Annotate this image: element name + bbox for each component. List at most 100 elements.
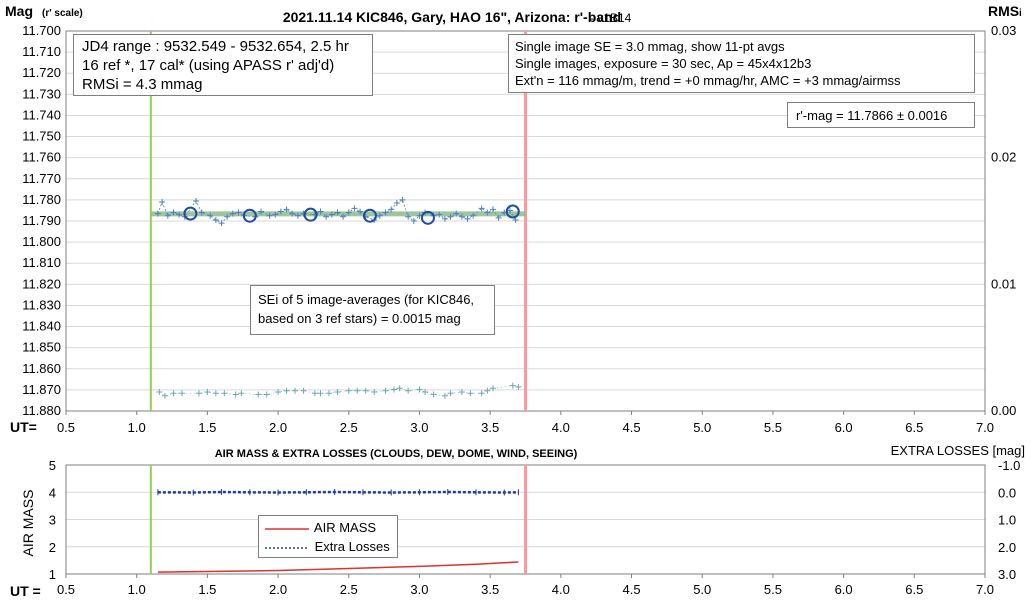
rms-point <box>334 389 341 395</box>
rms-point <box>515 383 522 390</box>
average-point <box>242 208 257 223</box>
x-tick-label: 0.5 <box>57 420 75 435</box>
y-axis-label-main: Mag <box>5 3 33 19</box>
rms-point <box>382 387 389 394</box>
airmass-x-tick-label: 3.0 <box>410 582 428 597</box>
airmass-x-tick-label: 4.5 <box>622 582 640 597</box>
rms-point <box>430 391 437 398</box>
rms-point <box>441 392 448 399</box>
single-image-point <box>458 213 465 220</box>
y2-tick-label: 0.01 <box>991 276 1016 291</box>
rms-point <box>509 382 516 389</box>
sei-box-line-1: SEi of 5 image-averages (for KIC846, <box>258 292 475 307</box>
single-image-point <box>405 213 412 220</box>
airmass-y-tick-label: 5 <box>49 458 56 473</box>
rms-point <box>447 390 454 397</box>
airmass-y2-axis-label: EXTRA LOSSES [mag] <box>891 443 1025 458</box>
y2-axis-label-main: RMS <box>988 3 1019 19</box>
rms-point <box>300 387 307 394</box>
airmass-x-tick-label: 7.0 <box>976 582 994 597</box>
rmag-box: r'-mag = 11.7866 ± 0.0016 <box>787 102 975 128</box>
info-box-line-3: RMSi = 4.3 mmag <box>82 76 203 93</box>
rms-point <box>325 390 332 397</box>
legend-airmass-label: AIR MASS <box>313 520 377 535</box>
single-image-point <box>283 206 290 213</box>
single-image-point <box>328 211 335 218</box>
y-tick-label: 11.880 <box>22 403 61 418</box>
single-image-point <box>489 206 496 213</box>
single-image-point <box>323 213 330 220</box>
y-tick-label: 11.810 <box>22 255 61 270</box>
airmass-x-tick-label: 5.0 <box>693 582 711 597</box>
rms-point <box>489 385 496 392</box>
single-image-point <box>176 211 183 218</box>
x-tick-label: 6.0 <box>835 420 853 435</box>
single-image-point <box>376 212 383 219</box>
x-tick-label: 2.0 <box>269 420 287 435</box>
single-image-point <box>317 208 324 215</box>
airmass-y-tick-label: 4 <box>49 485 56 500</box>
rms-point <box>345 387 352 394</box>
rms-point <box>416 386 423 393</box>
average-point <box>303 207 318 222</box>
single-image-point <box>258 208 265 215</box>
rms-point <box>221 390 228 397</box>
x-tick-label: 5.5 <box>764 420 782 435</box>
airmass-x-tick-label: 2.0 <box>269 582 287 597</box>
airmass-x-tick-label: 2.5 <box>340 582 358 597</box>
y-tick-label: 11.720 <box>22 65 61 80</box>
single-image-point <box>484 209 491 216</box>
single-image-point <box>478 205 485 212</box>
rms-point <box>317 390 324 397</box>
x-tick-label: 4.0 <box>552 420 570 435</box>
airmass-y2-tick-label: 2.0 <box>998 540 1016 555</box>
single-image-point <box>410 218 417 224</box>
airmass-y2-tick-label: -1.0 <box>998 458 1020 473</box>
x-tick-label: 3.0 <box>410 420 428 435</box>
y-tick-label: 11.790 <box>22 213 61 228</box>
airmass-y-tick-label: 2 <box>49 540 56 555</box>
rms-point <box>371 389 378 395</box>
airmass-legend: AIR MASS Extra Losses <box>258 515 398 558</box>
rms-point <box>178 390 185 397</box>
rms-point <box>396 385 403 392</box>
single-image-point <box>164 212 171 219</box>
rms-point <box>283 387 290 394</box>
legend-item-airmass: AIR MASS <box>265 518 391 537</box>
single-image-point <box>159 199 166 205</box>
rms-trace <box>159 385 519 397</box>
single-image-point <box>388 206 395 213</box>
single-image-point <box>351 205 358 212</box>
y-tick-label: 11.820 <box>22 276 61 291</box>
x-tick-label: 2.5 <box>340 420 358 435</box>
chart-version: - v1B14 <box>590 11 632 25</box>
rms-point <box>156 389 163 395</box>
y2-axis-label-sub: i <box>1019 8 1022 19</box>
airmass-y-tick-label: 3 <box>49 513 56 528</box>
single-image-point <box>512 216 519 223</box>
y-tick-label: 11.750 <box>22 129 61 144</box>
airmass-x-axis-label: UT = <box>10 583 41 599</box>
x-tick-label: 4.5 <box>622 420 640 435</box>
single-image-point <box>357 208 364 215</box>
single-image-point <box>399 196 406 203</box>
airmass-y-tick-label: 1 <box>49 567 56 582</box>
y-tick-label: 11.870 <box>22 382 61 397</box>
rms-point <box>161 392 168 399</box>
single-image-point <box>470 212 477 219</box>
rms-point <box>255 391 262 398</box>
rms-point <box>405 387 412 394</box>
rms-point <box>212 390 219 397</box>
x-tick-label: 6.5 <box>905 420 923 435</box>
rms-point <box>232 391 239 398</box>
single-image-point <box>436 211 443 218</box>
single-image-point <box>235 209 242 216</box>
single-image-point <box>447 213 454 220</box>
single-image-point <box>441 215 448 222</box>
airmass-x-tick-label: 1.0 <box>128 582 146 597</box>
legend-item-extra-losses: Extra Losses <box>265 537 391 556</box>
single-image-point <box>207 212 214 219</box>
y-axis-label-sub: (r' scale) <box>42 8 83 19</box>
airmass-series-line <box>157 561 519 573</box>
